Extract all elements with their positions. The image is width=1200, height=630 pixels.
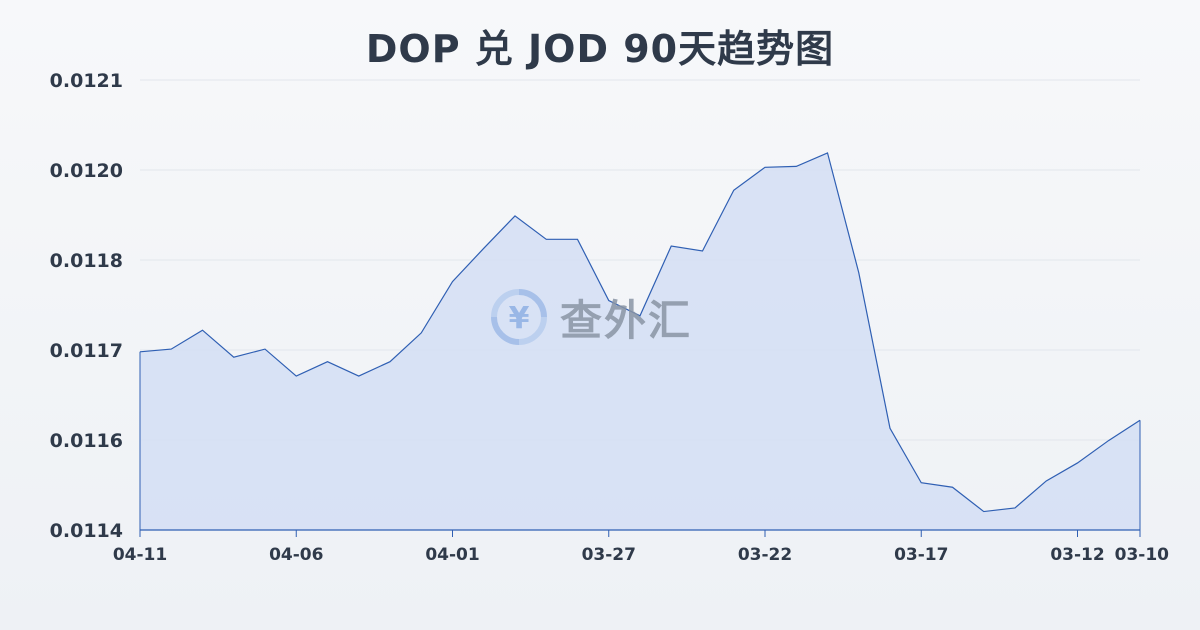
x-tick-label: 04-11: [113, 545, 167, 565]
y-tick-label: 0.0114: [50, 520, 123, 542]
y-tick-label: 0.0120: [50, 160, 123, 182]
watermark-icon-glyph: ¥: [509, 301, 530, 336]
x-tick-label: 04-06: [269, 545, 323, 565]
y-tick-label: 0.0121: [50, 70, 123, 92]
chart-title: DOP 兑 JOD 90天趋势图: [365, 27, 835, 71]
x-tick-label: 03-22: [738, 545, 792, 565]
watermark: ¥ 查外汇: [488, 286, 692, 348]
x-tick-label: 03-10: [1115, 545, 1170, 565]
y-tick-label: 0.0116: [50, 430, 123, 452]
x-tick-label: 03-17: [894, 545, 948, 565]
series-line: [139, 152, 1141, 513]
area-fill: [140, 152, 1140, 530]
y-tick-label: 0.0117: [50, 340, 123, 362]
watermark-text: 查外汇: [560, 295, 693, 345]
x-tick-label: 03-27: [582, 545, 636, 565]
yen-exchange-icon: ¥: [491, 289, 547, 345]
x-tick-label: 04-01: [425, 545, 479, 565]
y-tick-label: 0.0118: [50, 250, 123, 272]
x-tick-label: 03-12: [1050, 545, 1104, 565]
